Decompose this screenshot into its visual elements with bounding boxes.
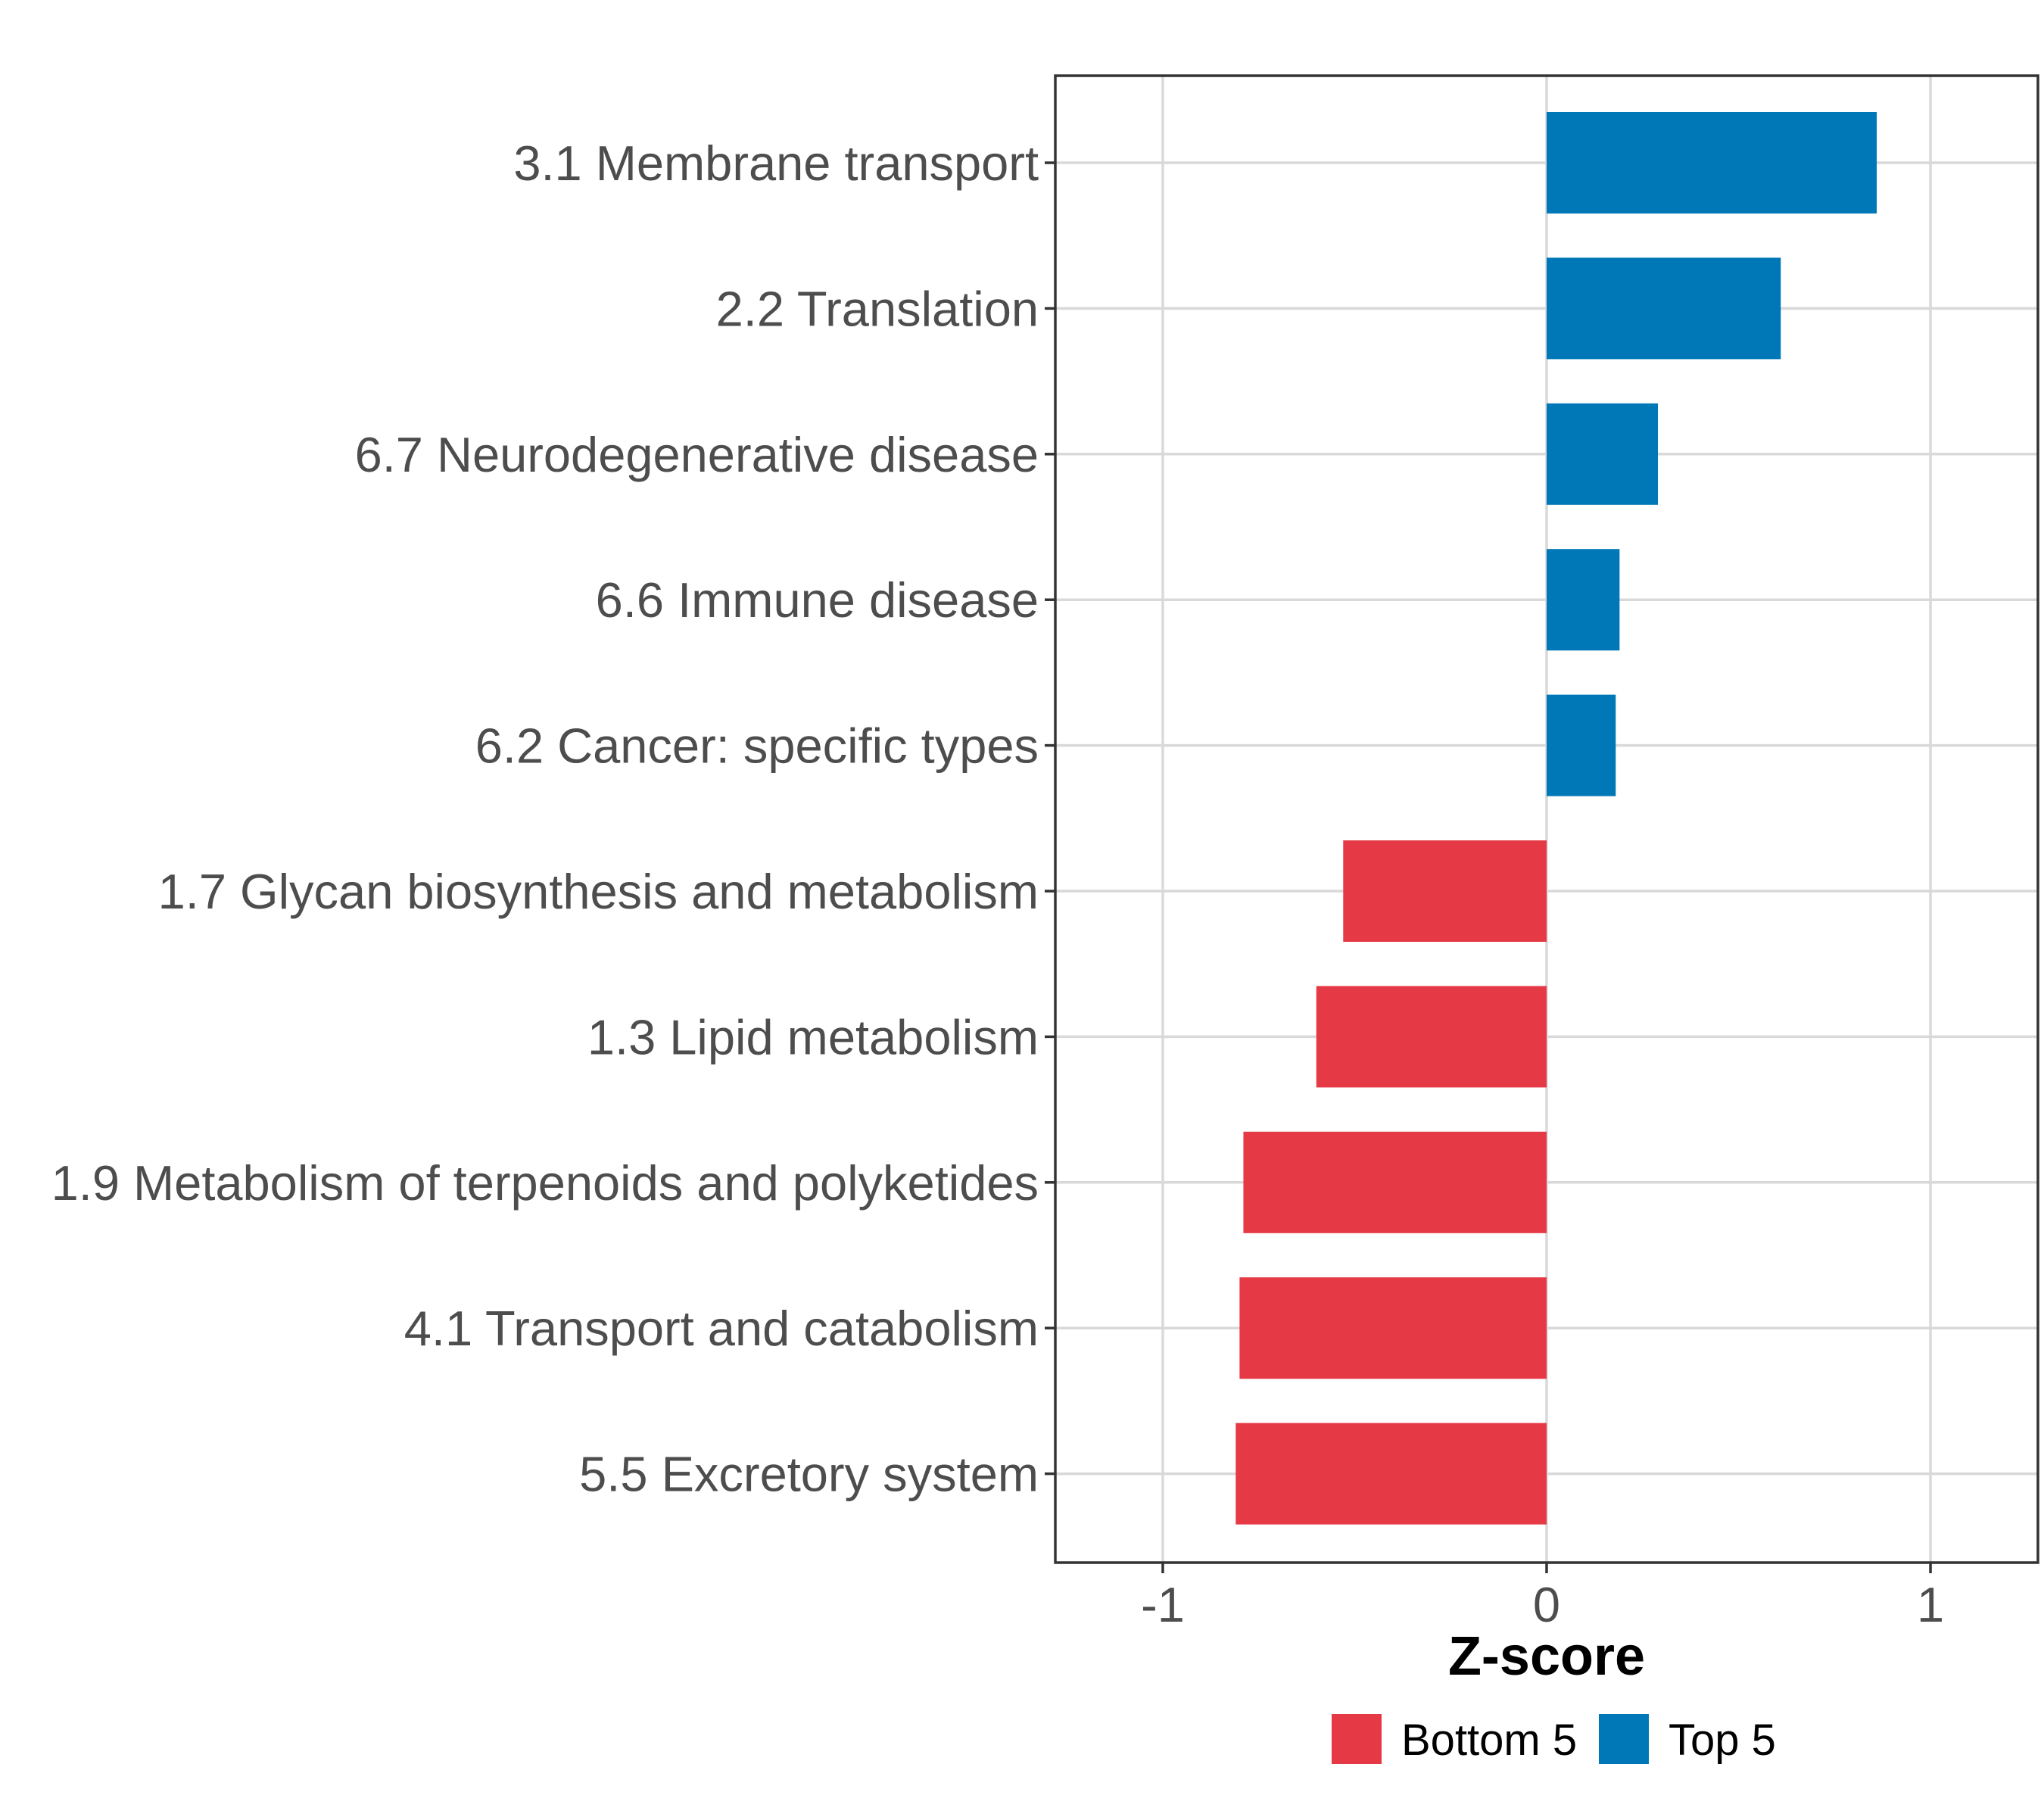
x-tick-label: -1 (1141, 1577, 1185, 1632)
bar (1343, 840, 1547, 942)
x-axis: -1 0 1 (1141, 1563, 1944, 1632)
bar (1316, 986, 1547, 1088)
bar (1547, 694, 1616, 796)
bar (1547, 549, 1620, 651)
legend-key (1332, 1714, 1382, 1764)
category-label: 5.5 Excretory system (579, 1447, 1039, 1502)
legend-key (1599, 1714, 1649, 1764)
category-label: 6.6 Immune disease (596, 572, 1039, 628)
bar (1547, 403, 1659, 505)
bar (1547, 112, 1877, 213)
bar (1239, 1277, 1547, 1379)
x-tick-label: 0 (1533, 1577, 1560, 1632)
category-label: 1.9 Metabolism of terpenoids and polyket… (51, 1155, 1039, 1211)
category-label: 2.2 Translation (716, 281, 1039, 336)
bar (1547, 257, 1781, 360)
legend-label: Bottom 5 (1401, 1716, 1577, 1765)
category-label: 3.1 Membrane transport (513, 136, 1039, 191)
bar (1235, 1423, 1547, 1525)
category-label: 1.3 Lipid metabolism (587, 1009, 1039, 1064)
x-tick-label: 1 (1917, 1577, 1944, 1632)
category-label: 4.1 Transport and catabolism (404, 1301, 1039, 1356)
legend-label: Top 5 (1669, 1716, 1776, 1765)
bars-layer (1235, 112, 1877, 1525)
legend: Bottom 5 Top 5 (1332, 1714, 1776, 1765)
y-axis: 3.1 Membrane transport 2.2 Translation 6.7… (51, 136, 1055, 1502)
bar (1243, 1131, 1547, 1233)
category-label: 1.7 Glycan biosynthesis and metabolism (158, 864, 1039, 919)
category-label: 6.7 Neurodegenerative disease (355, 427, 1039, 482)
category-label: 6.2 Cancer: specific types (475, 718, 1039, 774)
x-axis-title: Z-score (1448, 1626, 1645, 1687)
